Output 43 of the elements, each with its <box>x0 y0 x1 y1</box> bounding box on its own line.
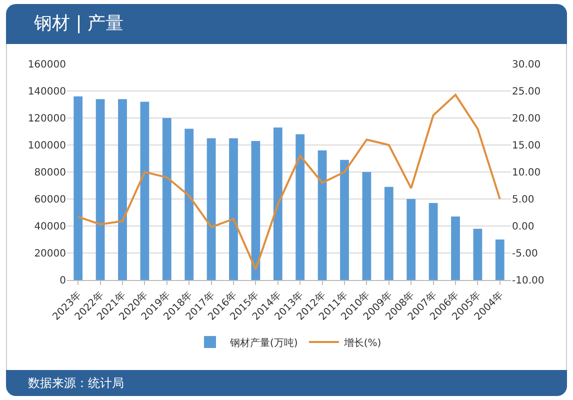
y-tick-label: 100000 <box>28 140 66 152</box>
bar <box>428 203 438 280</box>
bar <box>96 99 105 280</box>
y2-tick-label: 10.00 <box>512 168 541 178</box>
bar <box>340 160 349 280</box>
y-tick-label: 120000 <box>28 114 66 124</box>
bar <box>296 134 305 280</box>
y-tick-label: 40000 <box>34 222 66 232</box>
y2-tick-label: 0.00 <box>512 222 534 232</box>
y2-tick-label: -10.00 <box>512 276 544 286</box>
y-tick-label: 80000 <box>34 168 66 178</box>
legend-label: 钢材产量(万吨) <box>229 336 298 349</box>
y2-tick-label: 5.00 <box>512 194 534 206</box>
bar <box>318 150 327 280</box>
bar <box>74 96 83 280</box>
bar <box>451 216 460 280</box>
bar <box>206 138 216 280</box>
chart-title: 钢材 | 产量 <box>6 4 567 44</box>
bar <box>473 228 482 280</box>
source-note: 数据来源：统计局 <box>6 370 567 396</box>
bar <box>406 199 416 280</box>
bar <box>229 138 238 280</box>
bar <box>118 99 127 280</box>
y2-tick-label: 20.00 <box>512 114 541 124</box>
bar <box>273 127 282 280</box>
y2-tick-label: 25.00 <box>512 86 541 98</box>
bar <box>184 128 194 280</box>
legend-label: 增长(%) <box>342 336 382 349</box>
bar <box>162 118 172 280</box>
bar <box>384 186 394 280</box>
bar <box>362 172 372 280</box>
bar <box>251 140 260 280</box>
bar <box>495 240 504 280</box>
bar <box>140 102 150 280</box>
y2-tick-label: -5.00 <box>512 248 538 260</box>
y-tick-label: 20000 <box>34 248 66 260</box>
y-tick-label: 60000 <box>34 194 66 206</box>
y-tick-label: 0 <box>60 276 66 286</box>
line-series <box>77 94 501 270</box>
y2-tick-label: 30.00 <box>512 60 541 70</box>
y-tick-label: 160000 <box>28 60 66 70</box>
y-tick-label: 140000 <box>28 86 66 98</box>
y2-tick-label: 15.00 <box>512 140 541 152</box>
